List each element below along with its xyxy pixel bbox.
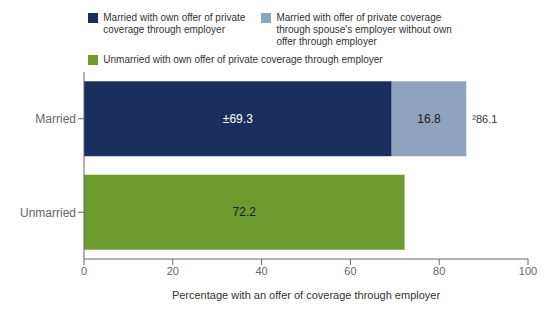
svg-text:²86.1: ²86.1 [472,113,497,125]
svg-text:0: 0 [81,265,87,277]
svg-text:20: 20 [167,265,179,277]
svg-text:60: 60 [344,265,356,277]
svg-text:Unmarried: Unmarried [20,206,76,220]
html-text:Unmarried with own offer of pr: Unmarried with own offer of private cove… [103,54,383,65]
svg-text:100: 100 [519,265,537,277]
html-text:Married with offer of private: Married with offer of private coverage t… [276,12,452,47]
svg-text:Percentage with an offer of co: Percentage with an offer of coverage thr… [172,289,441,301]
svg-text:Married: Married [35,112,76,126]
svg-text:72.2: 72.2 [233,205,257,219]
svg-text:80: 80 [433,265,445,277]
svg-text:40: 40 [255,265,267,277]
svg-text:16.8: 16.8 [417,112,441,126]
svg-text:±69.3: ±69.3 [223,112,253,126]
html-text:Married with own offer of priv: Married with own offer of private covera… [103,12,246,35]
